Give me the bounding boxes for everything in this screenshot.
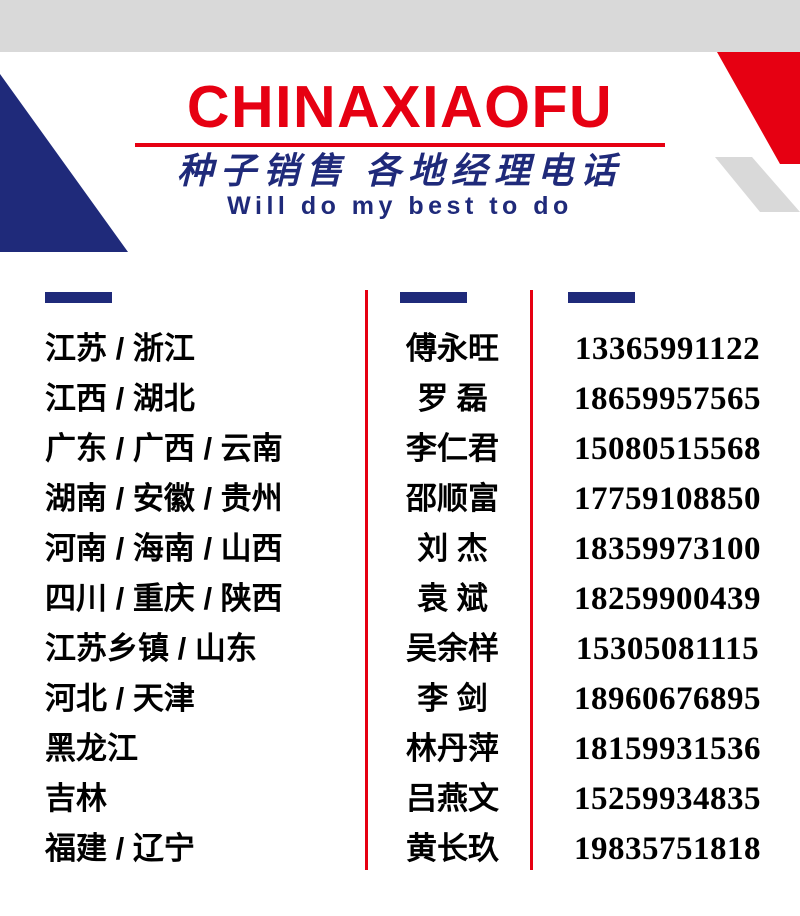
cell-phone: 17759108850 — [574, 481, 761, 517]
table-row: 河南 / 海南 / 山西 刘 杰 18359973100 — [0, 524, 800, 574]
cell-region: 广东 / 广西 / 云南 — [45, 431, 283, 466]
cell-region: 吉林 — [45, 781, 107, 816]
cell-phone: 19835751818 — [574, 831, 761, 867]
cell-name: 刘 杰 — [417, 531, 488, 566]
brand-block: CHINAXIAOFU 种子销售 各地经理电话 Will do my best … — [0, 52, 800, 221]
table-row: 江苏 / 浙江 傅永旺 13365991122 — [0, 324, 800, 374]
cell-region: 江苏 / 浙江 — [45, 331, 195, 366]
cell-phone: 18159931536 — [574, 731, 761, 767]
cell-name: 罗 磊 — [417, 381, 488, 416]
brand-underline — [135, 143, 665, 147]
table-body: 江苏 / 浙江 傅永旺 13365991122 江西 / 湖北 罗 磊 186599575… — [0, 324, 800, 874]
table-row: 吉林 吕燕文 15259934835 — [0, 774, 800, 824]
brand-title: CHINAXIAOFU — [186, 74, 614, 140]
table-row: 江苏乡镇 / 山东 吴余样 15305081115 — [0, 624, 800, 674]
column-header-marker-name — [400, 292, 467, 303]
cell-name: 傅永旺 — [406, 331, 499, 366]
cell-name: 袁 斌 — [417, 581, 488, 616]
cell-region: 江苏乡镇 / 山东 — [45, 631, 257, 666]
cell-name: 吕燕文 — [406, 781, 499, 816]
table-row: 江西 / 湖北 罗 磊 18659957565 — [0, 374, 800, 424]
table-row: 四川 / 重庆 / 陕西 袁 斌 18259900439 — [0, 574, 800, 624]
cell-phone: 13365991122 — [574, 331, 761, 367]
cell-region: 河北 / 天津 — [45, 681, 195, 716]
table-row: 黑龙江 林丹萍 18159931536 — [0, 724, 800, 774]
cell-name: 林丹萍 — [406, 731, 499, 766]
cell-region: 湖南 / 安徽 / 贵州 — [45, 481, 283, 516]
table-row: 湖南 / 安徽 / 贵州 邵顺富 17759108850 — [0, 474, 800, 524]
cell-name: 黄长玖 — [406, 831, 499, 866]
table-row: 河北 / 天津 李 剑 18960676895 — [0, 674, 800, 724]
cell-phone: 15080515568 — [574, 431, 761, 467]
cell-phone: 18659957565 — [574, 381, 761, 417]
brand-subtitle-en: Will do my best to do — [227, 192, 573, 221]
cell-region: 黑龙江 — [45, 731, 138, 766]
cell-name: 李仁君 — [406, 431, 499, 466]
cell-region: 四川 / 重庆 / 陕西 — [45, 581, 283, 616]
cell-phone: 18259900439 — [574, 581, 761, 617]
column-divider-1 — [365, 290, 368, 870]
cell-phone: 15305081115 — [575, 631, 760, 667]
cell-phone: 18960676895 — [574, 681, 761, 717]
top-gray-band — [0, 0, 800, 52]
brand-subtitle-cn: 种子销售 各地经理电话 — [176, 151, 623, 191]
cell-name: 吴余样 — [406, 631, 499, 666]
banner-header: CHINAXIAOFU 种子销售 各地经理电话 Will do my best … — [0, 52, 800, 264]
table-row: 广东 / 广西 / 云南 李仁君 15080515568 — [0, 424, 800, 474]
cell-region: 河南 / 海南 / 山西 — [45, 531, 283, 566]
cell-phone: 15259934835 — [574, 781, 761, 817]
cell-phone: 18359973100 — [574, 531, 761, 567]
column-header-marker-phone — [568, 292, 635, 303]
cell-name: 李 剑 — [417, 681, 488, 716]
table-row: 福建 / 辽宁 黄长玖 19835751818 — [0, 824, 800, 874]
column-header-marker-region — [45, 292, 112, 303]
cell-region: 江西 / 湖北 — [45, 381, 195, 416]
cell-region: 福建 / 辽宁 — [45, 831, 195, 866]
contact-table: 江苏 / 浙江 傅永旺 13365991122 江西 / 湖北 罗 磊 186599575… — [0, 264, 800, 916]
cell-name: 邵顺富 — [406, 481, 499, 516]
column-divider-2 — [530, 290, 533, 870]
